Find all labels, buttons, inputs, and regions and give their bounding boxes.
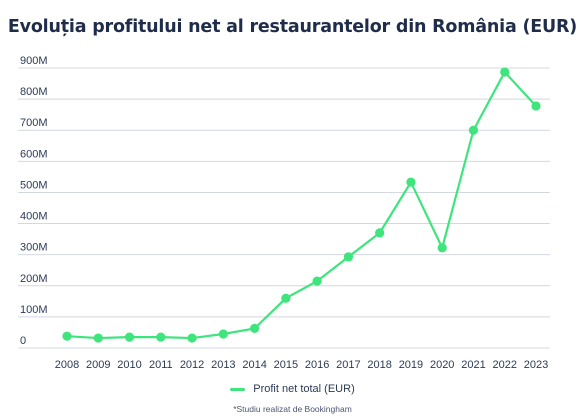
x-tick-label: 2008 xyxy=(55,359,79,371)
y-tick-label: 200M xyxy=(20,273,48,285)
x-tick-label: 2016 xyxy=(305,359,329,371)
x-tick-label: 2012 xyxy=(180,359,204,371)
y-tick-label: 500M xyxy=(20,179,48,191)
footnote: *Studiu realizat de Bookingham xyxy=(233,404,352,414)
x-axis-ticks: 2008 2009 2010 2011 2012 2013 2014 2015 2016 2017… xyxy=(55,359,548,371)
x-tick-label: 2015 xyxy=(274,359,298,371)
chart-title: Evoluția profitului net al restaurantelo… xyxy=(7,17,578,37)
x-tick-label: 2013 xyxy=(211,359,235,371)
data-point xyxy=(281,293,291,303)
x-tick-label: 2014 xyxy=(242,359,266,371)
y-tick-label: 600M xyxy=(20,148,48,160)
x-tick-label: 2019 xyxy=(399,359,423,371)
x-tick-label: 2020 xyxy=(430,359,454,371)
y-tick-label: 900M xyxy=(20,55,48,67)
x-tick-label: 2011 xyxy=(149,359,173,371)
x-tick-label: 2022 xyxy=(492,359,516,371)
data-point xyxy=(375,228,385,238)
data-point xyxy=(500,67,510,77)
y-tick-label: 400M xyxy=(20,211,48,223)
x-tick-label: 2017 xyxy=(336,359,360,371)
data-point xyxy=(124,332,135,342)
x-tick-label: 2018 xyxy=(367,359,391,371)
x-tick-label: 2010 xyxy=(117,359,141,371)
data-point xyxy=(62,331,72,341)
data-point xyxy=(343,252,353,262)
y-axis-ticks: 0 100M 200M 300M 400M 500M 600M 700M 800M 900M xyxy=(20,55,48,347)
legend-swatch xyxy=(230,387,246,391)
y-tick-label: 700M xyxy=(20,117,48,129)
data-point xyxy=(468,125,479,135)
x-tick-label: 2023 xyxy=(524,359,548,371)
data-point xyxy=(93,333,103,343)
data-point xyxy=(531,101,541,111)
y-tick-label: 800M xyxy=(20,86,48,98)
data-point xyxy=(156,332,166,342)
y-tick-label: 100M xyxy=(20,304,48,316)
series-group xyxy=(62,67,541,343)
y-tick-label: 0 xyxy=(20,335,26,347)
legend-label: Profit net total (EUR) xyxy=(253,383,355,395)
data-point xyxy=(250,323,260,333)
x-tick-label: 2021 xyxy=(461,359,485,371)
series-line xyxy=(66,70,537,340)
data-point xyxy=(406,177,416,187)
legend: Profit net total (EUR) xyxy=(0,383,585,395)
data-point xyxy=(312,276,322,286)
x-tick-label: 2009 xyxy=(86,359,110,371)
gridlines xyxy=(18,67,550,349)
data-point xyxy=(437,243,447,253)
data-point xyxy=(187,333,197,343)
y-tick-label: 300M xyxy=(20,242,48,254)
data-point xyxy=(218,329,228,339)
